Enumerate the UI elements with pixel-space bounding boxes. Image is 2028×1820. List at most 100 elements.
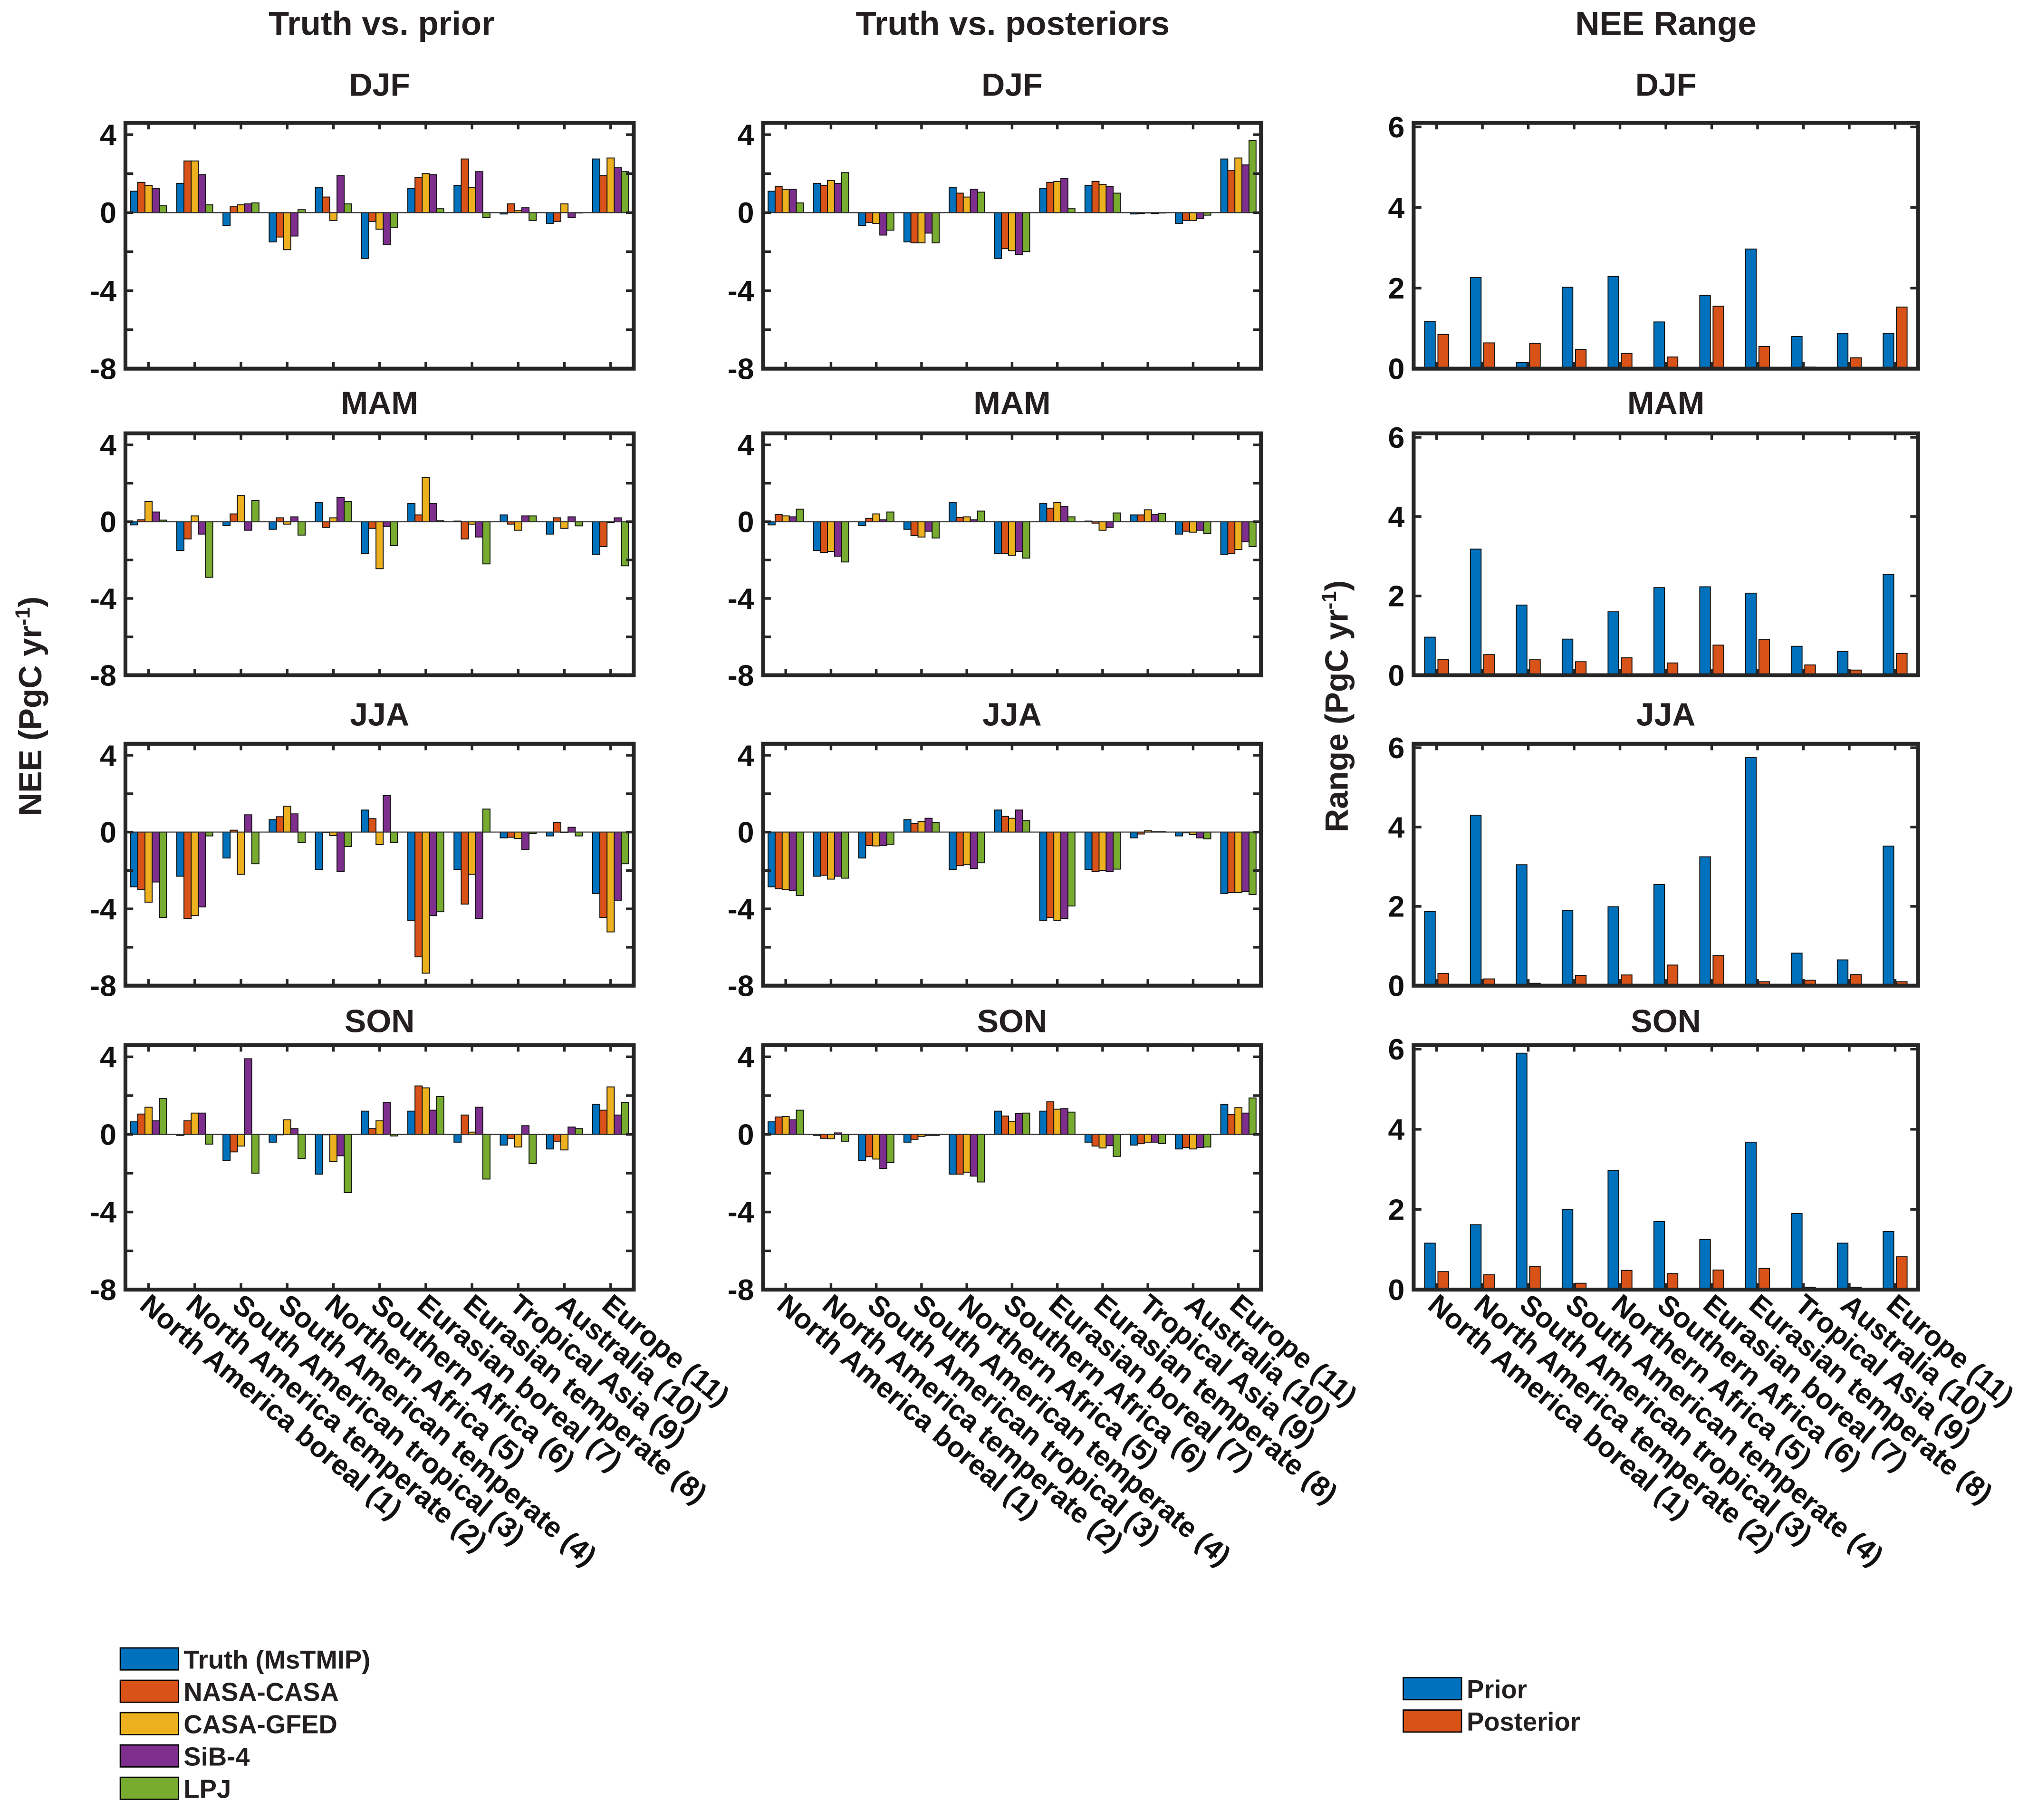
season-title: SON: [977, 1003, 1047, 1040]
y-label-main: NEE (PgC yr: [12, 626, 48, 816]
bar-casa-gfed: [1008, 521, 1016, 556]
bar-sib-4: [1196, 521, 1204, 531]
bar-sib-4: [614, 167, 622, 213]
bar-sib-4: [290, 516, 298, 522]
bar-truth-mstmip-: [813, 831, 821, 877]
y-tick-label: -8: [90, 969, 116, 1002]
bar-prior: [1836, 333, 1849, 369]
y-tick-label: 0: [100, 505, 116, 539]
bar-nasa-casa: [820, 184, 828, 213]
bar-lpj: [1158, 1134, 1166, 1144]
bar-truth-mstmip-: [1220, 1104, 1229, 1135]
bar-lpj: [436, 831, 444, 913]
bar-nasa-casa: [774, 186, 783, 213]
bar-prior: [1607, 276, 1619, 369]
bar-lpj: [796, 1109, 804, 1135]
y-tick-label: -8: [90, 659, 116, 692]
bar-lpj: [977, 192, 985, 213]
panel-djf-col3: DJF 6 4 2 0: [1388, 67, 1920, 385]
bar-sib-4: [521, 515, 530, 522]
bar-truth-mstmip-: [858, 1134, 866, 1161]
bar-truth-mstmip-: [222, 521, 231, 526]
bar-truth-mstmip-: [1039, 503, 1048, 522]
y-tick-label: 0: [1388, 969, 1405, 1002]
bar-prior: [1607, 611, 1619, 676]
legend-label: Posterior: [1467, 1707, 1580, 1736]
legend-label: CASA-GFED: [183, 1710, 337, 1739]
bar-posterior: [1529, 1266, 1541, 1290]
bar-sib-4: [383, 521, 391, 527]
bar-sib-4: [1015, 521, 1023, 552]
y-label-sup: -1: [1318, 591, 1341, 610]
legend-swatch-sib4: [119, 1744, 179, 1768]
bar-truth-mstmip-: [903, 819, 912, 833]
bar-prior: [1470, 815, 1482, 986]
bar-sib-4: [970, 831, 978, 869]
bar-casa-gfed: [917, 821, 926, 833]
y-tick-label: 0: [100, 816, 116, 849]
bar-casa-gfed: [514, 831, 522, 839]
bar-casa-gfed: [144, 831, 153, 903]
bar-truth-mstmip-: [1039, 188, 1048, 213]
bar-sib-4: [1060, 831, 1068, 919]
y-tick-label: -4: [90, 893, 116, 926]
bar-prior: [1745, 757, 1757, 986]
bar-nasa-casa: [368, 212, 377, 222]
bar-nasa-casa: [1046, 508, 1055, 522]
y-tick-label: 0: [1388, 1273, 1405, 1307]
panel-jja-col3: JJA 6 4 2 0: [1388, 697, 1920, 1002]
y-label-close: ): [12, 597, 48, 607]
bar-nasa-casa: [553, 1134, 561, 1142]
bar-casa-gfed: [1053, 502, 1062, 522]
bar-casa-gfed: [191, 831, 199, 916]
bar-prior: [1516, 1052, 1528, 1290]
y-tick-label: -4: [90, 274, 116, 308]
bar-nasa-casa: [1227, 1114, 1236, 1135]
bar-sib-4: [475, 1107, 483, 1135]
legend-swatch-casa-gfed: [119, 1712, 179, 1735]
bar-posterior: [1483, 342, 1495, 369]
legend-swatch-nasa-casa: [119, 1679, 179, 1703]
bar-nasa-casa: [1182, 521, 1190, 532]
bar-prior: [1791, 1213, 1803, 1290]
bar-sib-4: [383, 1102, 391, 1135]
column-title-prior: Truth vs. prior: [269, 5, 495, 42]
bar-sib-4: [879, 1134, 887, 1169]
bar-sib-4: [244, 521, 252, 531]
bar-casa-gfed: [237, 1134, 245, 1147]
panel-mam-col2: MAM 4 0 -4 -8: [728, 385, 1263, 692]
bar-truth-mstmip-: [768, 191, 776, 213]
bar-truth-mstmip-: [1039, 1110, 1048, 1135]
bar-casa-gfed: [422, 1087, 430, 1135]
bar-nasa-casa: [230, 206, 238, 213]
bar-nasa-casa: [1227, 170, 1236, 213]
bar-truth-mstmip-: [592, 521, 601, 555]
y-tick-label: 4: [100, 118, 116, 152]
bar-casa-gfed: [375, 521, 384, 569]
bar-truth-mstmip-: [222, 212, 231, 226]
bar-sib-4: [1241, 831, 1249, 892]
bar-prior: [1699, 586, 1711, 676]
bar-lpj: [482, 212, 491, 218]
bar-lpj: [205, 204, 213, 213]
bar-truth-mstmip-: [407, 188, 416, 213]
bar-nasa-casa: [955, 517, 964, 522]
season-title: JJA: [350, 697, 409, 733]
bar-nasa-casa: [461, 521, 469, 539]
bar-truth-mstmip-: [222, 1134, 231, 1161]
season-title: MAM: [1627, 385, 1704, 421]
bar-sib-4: [879, 831, 887, 846]
y-tick-label: -8: [728, 969, 754, 1002]
bar-sib-4: [788, 189, 797, 213]
bar-sib-4: [383, 212, 391, 246]
panel-mam-col3: MAM 6 4 2 0: [1388, 385, 1920, 692]
bar-prior: [1791, 645, 1803, 676]
bar-casa-gfed: [1053, 1108, 1062, 1135]
bar-truth-mstmip-: [546, 831, 554, 837]
bar-sib-4: [788, 831, 797, 891]
bar-truth-mstmip-: [1039, 831, 1048, 921]
bar-lpj: [1158, 513, 1166, 522]
bar-posterior: [1529, 659, 1541, 676]
bar-sib-4: [970, 1134, 978, 1177]
bar-sib-4: [521, 831, 530, 850]
